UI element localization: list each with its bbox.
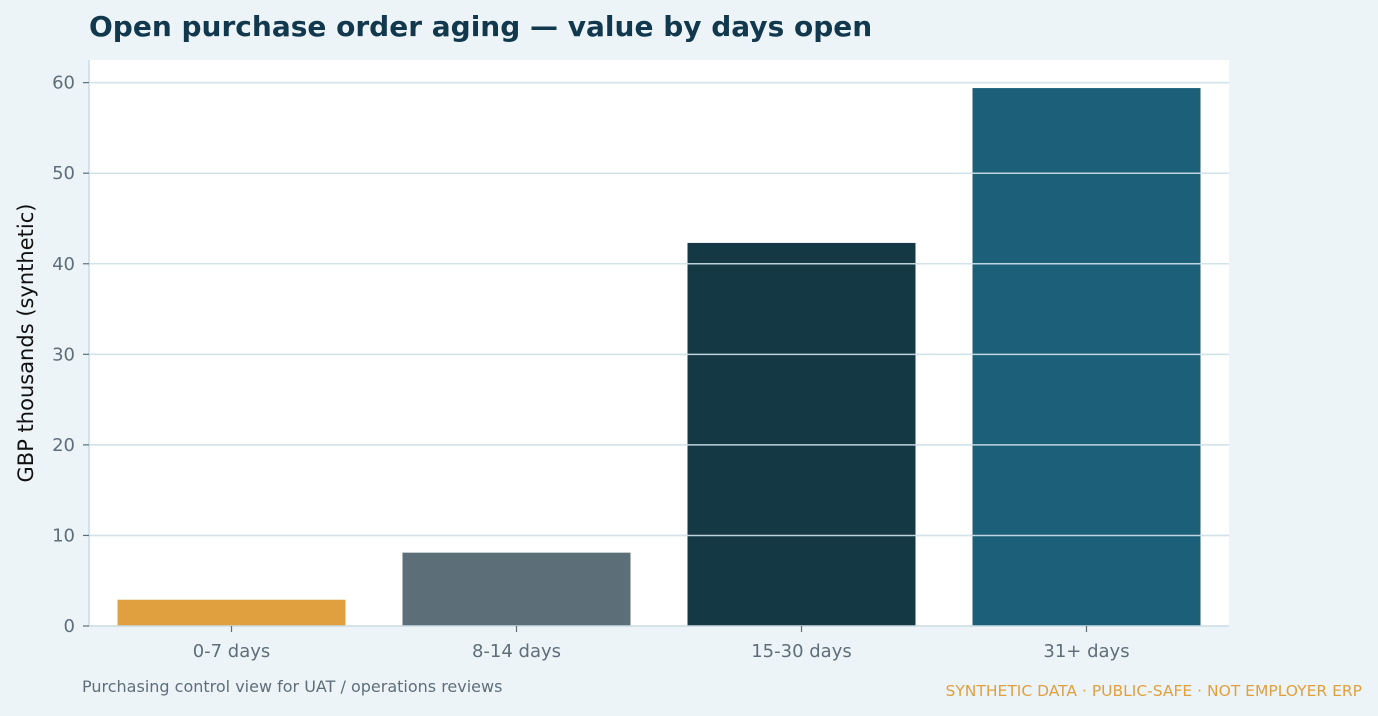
y-tick-label: 10 xyxy=(52,525,75,546)
bar xyxy=(402,552,631,626)
y-tick-label: 20 xyxy=(52,435,75,456)
y-tick-label: 40 xyxy=(52,254,75,275)
bar xyxy=(972,88,1201,626)
chart-title: Open purchase order aging — value by day… xyxy=(89,10,873,43)
x-tick-label: 0-7 days xyxy=(193,641,271,662)
axes: 0 10 20 30 40 50 60 0-7 days 8-14 days 15-30 days… xyxy=(52,60,1229,662)
gridlines-over-bars xyxy=(89,81,1229,537)
y-tick-label: 0 xyxy=(64,616,75,637)
x-tick-label: 31+ days xyxy=(1043,641,1129,662)
y-tick-label: 60 xyxy=(52,73,75,94)
footnote: Purchasing control view for UAT / operat… xyxy=(82,677,503,696)
y-axis-title: GBP thousands (synthetic) xyxy=(14,204,38,483)
bars xyxy=(117,88,1201,626)
y-tick-label: 50 xyxy=(52,163,75,184)
x-tick-label: 15-30 days xyxy=(751,641,852,662)
y-tick-label: 30 xyxy=(52,344,75,365)
x-tick-label: 8-14 days xyxy=(472,641,561,662)
bar xyxy=(687,242,916,626)
bar xyxy=(117,599,346,626)
synthetic-data-watermark: SYNTHETIC DATA · PUBLIC-SAFE · NOT EMPLO… xyxy=(945,682,1363,700)
